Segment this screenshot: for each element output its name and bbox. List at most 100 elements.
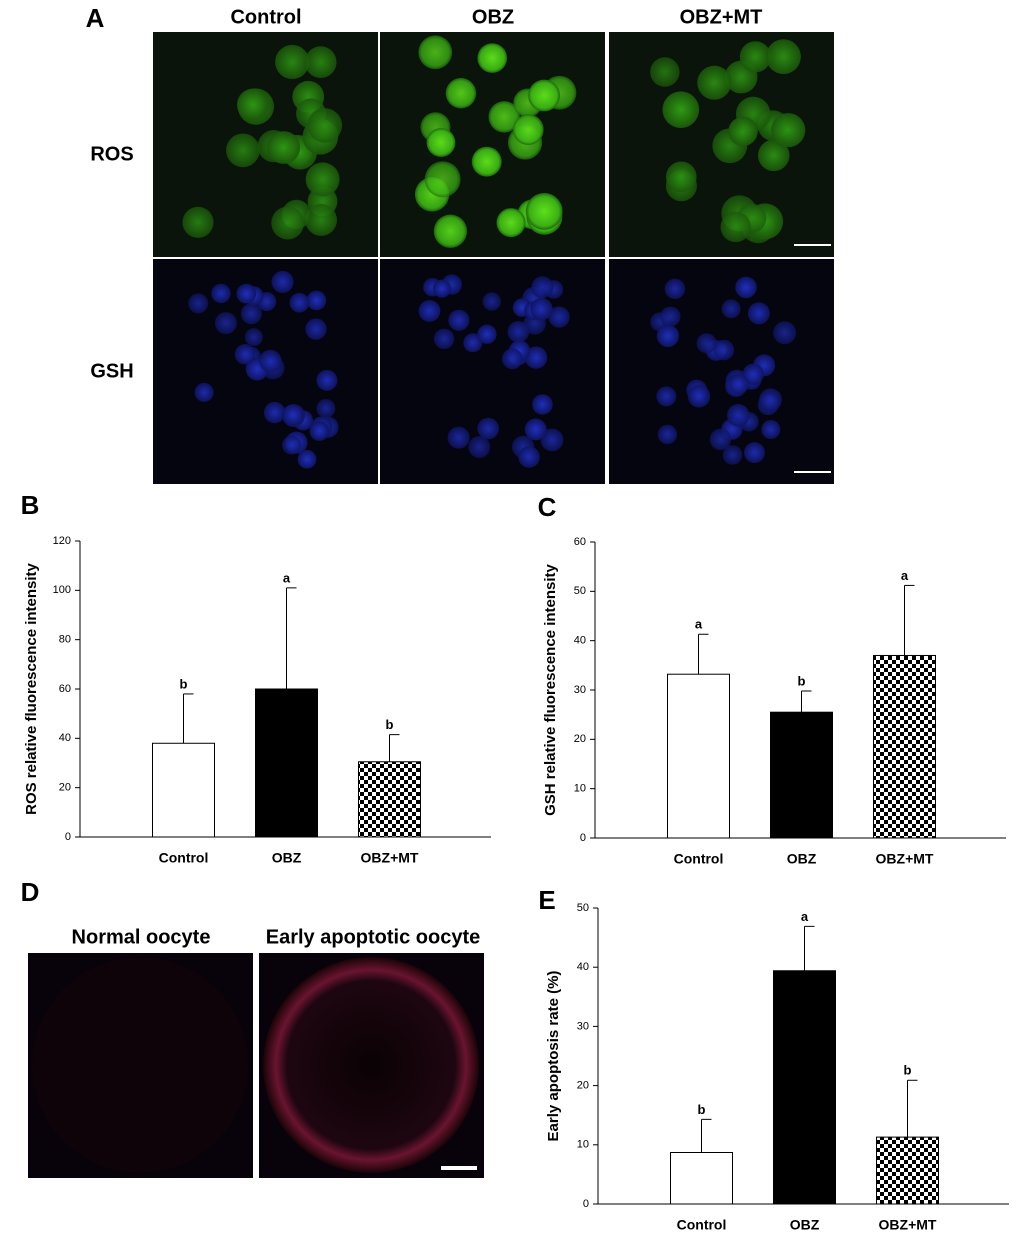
oocyte	[194, 382, 214, 403]
oocyte	[696, 333, 717, 354]
oocyte	[531, 276, 554, 299]
oocyte	[307, 108, 343, 143]
oocyte	[418, 300, 441, 322]
micrograph	[380, 32, 605, 257]
y-axis-label: GSH relative fluorescence intensity	[542, 563, 559, 815]
oocyte	[721, 299, 741, 319]
panel-label: E	[538, 885, 555, 915]
significance-letter: b	[180, 676, 188, 691]
y-tick-label: 0	[65, 831, 71, 843]
oocyte	[297, 449, 317, 469]
oocyte	[528, 79, 560, 112]
y-tick-label: 10	[577, 1139, 589, 1151]
oocyte	[488, 101, 520, 133]
y-tick-label: 0	[580, 832, 586, 844]
oocyte	[501, 348, 523, 370]
oocyte	[32, 957, 248, 1173]
oocyte	[263, 957, 479, 1173]
y-tick-label: 20	[59, 782, 71, 794]
x-tick-label: Control	[674, 851, 724, 867]
oocyte	[744, 442, 765, 464]
oocyte	[747, 302, 770, 325]
y-tick-label: 50	[577, 902, 589, 914]
x-tick-label: OBZ	[790, 1217, 820, 1233]
oocyte	[656, 324, 680, 348]
oocyte	[188, 293, 209, 314]
oocyte	[657, 424, 678, 445]
oocyte	[182, 206, 214, 238]
y-tick-label: 20	[574, 733, 586, 745]
oocyte	[660, 306, 681, 327]
y-tick-label: 50	[574, 585, 586, 597]
oocyte	[211, 283, 231, 304]
significance-letter: a	[695, 617, 703, 632]
oocyte	[316, 399, 336, 418]
bar	[255, 688, 318, 838]
panel-label: C	[538, 492, 557, 522]
y-tick-label: 60	[574, 536, 586, 548]
x-tick-label: Control	[159, 850, 209, 866]
panel-label: A	[86, 3, 105, 33]
oocyte	[709, 428, 732, 451]
oocyte	[267, 131, 301, 164]
oocyte	[240, 303, 262, 325]
panel-label: D	[21, 877, 40, 907]
oocyte	[662, 91, 700, 129]
oocyte	[433, 214, 468, 248]
y-axis-label: ROS relative fluorescence intensity	[23, 562, 40, 814]
oocyte	[426, 128, 456, 157]
micrograph	[28, 953, 253, 1178]
oocyte	[305, 162, 340, 197]
oocyte	[759, 388, 782, 412]
oocyte	[463, 333, 483, 353]
y-tick-label: 80	[59, 634, 71, 646]
oocyte	[540, 428, 564, 452]
oocyte	[316, 369, 338, 391]
oocyte	[739, 41, 771, 73]
bar	[770, 711, 833, 839]
significance-letter: a	[901, 568, 909, 583]
oocyte	[418, 35, 453, 70]
oocyte	[477, 324, 497, 344]
oocyte	[761, 419, 781, 440]
oocyte	[524, 418, 547, 441]
significance-letter: a	[283, 570, 291, 585]
significance-letter: b	[798, 673, 806, 688]
oocyte	[728, 373, 750, 395]
y-tick-label: 10	[574, 783, 586, 795]
oocyte	[214, 312, 237, 335]
oocyte	[482, 292, 501, 311]
micrograph	[609, 259, 834, 484]
oocyte	[477, 417, 499, 440]
column-label: OBZ+MT	[680, 6, 763, 28]
oocyte	[713, 339, 735, 361]
oocyte	[304, 46, 337, 79]
oocyte	[525, 192, 563, 230]
bar	[670, 1151, 733, 1205]
micrograph	[259, 953, 484, 1178]
y-tick-label: 100	[53, 584, 71, 596]
y-tick-label: 40	[577, 961, 589, 973]
significance-letter: b	[386, 717, 394, 732]
oocyte	[447, 426, 470, 449]
oocyte	[664, 278, 686, 300]
y-tick-label: 60	[59, 683, 71, 695]
oocyte	[727, 403, 750, 427]
oocyte	[720, 211, 751, 243]
x-tick-label: OBZ+MT	[876, 851, 934, 867]
y-tick-label: 40	[59, 732, 71, 744]
image-label: Normal oocyte	[72, 926, 211, 948]
y-tick-label: 120	[53, 535, 71, 547]
oocyte	[518, 446, 540, 468]
oocyte	[263, 401, 286, 424]
y-tick-label: 20	[577, 1080, 589, 1092]
oocyte	[496, 208, 526, 238]
oocyte	[309, 421, 330, 441]
oocyte	[722, 445, 743, 465]
y-tick-label: 30	[574, 684, 586, 696]
oocyte	[448, 309, 470, 331]
oocyte	[512, 114, 544, 146]
x-tick-label: Control	[677, 1217, 727, 1233]
oocyte	[433, 328, 455, 349]
